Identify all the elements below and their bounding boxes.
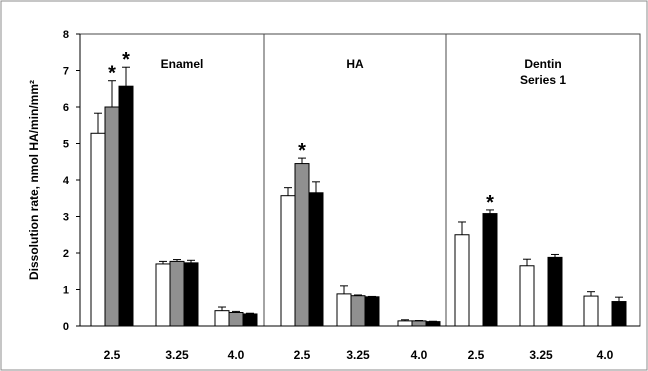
significance-marker: *	[122, 49, 130, 71]
y-axis-ticks: 0 1 2 3 4 5 6 7 8	[63, 29, 80, 333]
bar	[280, 195, 296, 327]
panel-label: HA	[346, 57, 364, 71]
bar	[155, 263, 171, 327]
bar	[228, 311, 244, 327]
y-tick-label: 3	[63, 212, 69, 224]
panel-ha: HA 2.5 * 3.25 4.0	[280, 57, 441, 362]
bar	[482, 213, 498, 327]
panel-subtitle: Series 1	[520, 73, 566, 87]
y-tick-label: 7	[63, 66, 69, 78]
x-tick-label: 3.25	[529, 348, 553, 362]
y-tick-label: 1	[63, 285, 69, 297]
y-tick-label: 8	[63, 29, 69, 41]
x-tick-label: 4.0	[597, 348, 614, 362]
bar	[118, 85, 134, 327]
significance-marker: *	[298, 140, 306, 162]
x-tick-label: 3.25	[165, 348, 189, 362]
bar	[350, 295, 366, 327]
y-tick-label: 4	[63, 175, 70, 187]
panel-label: Enamel	[161, 57, 204, 71]
x-tick-label: 3.25	[346, 348, 370, 362]
panel-label: Dentin	[524, 57, 561, 71]
bar	[519, 265, 535, 327]
significance-marker: *	[486, 192, 494, 214]
bar	[411, 320, 427, 327]
bar	[104, 106, 120, 327]
bar	[294, 163, 310, 327]
bar	[90, 132, 106, 327]
bar	[611, 301, 627, 327]
panel-enamel: Enamel 2.5 * * 3.25 4.0	[90, 49, 258, 362]
bar	[454, 234, 470, 327]
bar	[425, 321, 441, 327]
bar	[583, 295, 599, 327]
bar	[364, 296, 380, 327]
y-axis-label: Dissolution rate, nmol HA/min/mm²	[27, 80, 41, 280]
y-tick-label: 0	[63, 321, 69, 333]
bar	[214, 310, 230, 327]
bar	[547, 256, 563, 327]
y-tick-label: 2	[63, 248, 69, 260]
x-tick-label: 2.5	[294, 348, 311, 362]
bar	[183, 262, 199, 327]
bar	[242, 313, 258, 327]
x-tick-label: 4.0	[228, 348, 245, 362]
x-tick-label: 2.5	[468, 348, 485, 362]
x-tick-label: 2.5	[104, 348, 121, 362]
bar	[169, 260, 185, 327]
significance-marker: *	[108, 63, 116, 85]
y-tick-label: 5	[63, 139, 69, 151]
x-tick-label: 4.0	[411, 348, 428, 362]
panels: Enamel 2.5 * * 3.25 4.0 HA 2.5 * 3.25 4.0 Dentin Ser…	[90, 49, 627, 362]
y-tick-label: 6	[63, 102, 69, 114]
bar	[336, 293, 352, 327]
bar	[308, 192, 324, 327]
bar	[397, 320, 413, 327]
